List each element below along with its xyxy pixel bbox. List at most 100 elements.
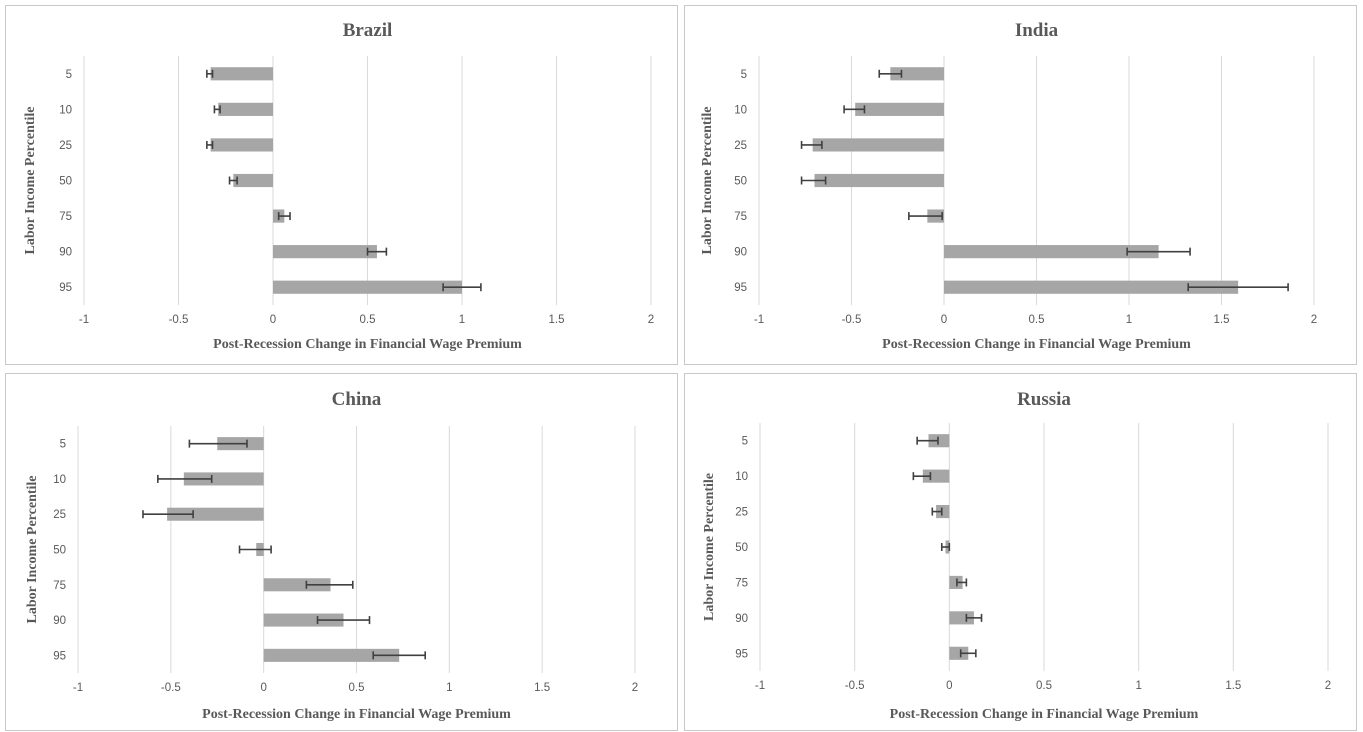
x-tick-label: 1 [1126,314,1132,326]
y-tick-label: 95 [734,282,747,294]
error-bar [442,283,482,292]
x-tick-label: -0.5 [169,314,189,326]
chart-panel-india: -1 -0.5 0 0.5 1 1.5 2 5 10 25 50 75 90 95 India Post-Re… [684,5,1357,365]
x-axis-label: Post-Recession Change in Financial Wage … [882,337,1191,352]
chart-panel-china: -1 -0.5 0 0.5 1 1.5 2 5 10 25 50 75 90 95 China Post-Re… [5,373,678,731]
y-tick-label: 50 [734,176,747,188]
bar [944,280,1239,294]
error-bar [238,545,272,554]
error-bar [1187,283,1289,292]
chart-title: India [1015,20,1059,41]
y-tick-label: 90 [59,247,72,259]
x-tick-label: -1 [73,682,83,694]
bar [210,67,273,81]
error-bar [878,69,903,78]
error-bar [931,507,943,516]
x-tick-label: 0 [270,314,276,326]
chart-svg: -1 -0.5 0 0.5 1 1.5 25102550759095ChinaPost-Re… [25,389,638,722]
y-axis-label: Labor Income Percentile [702,473,717,621]
bar [167,507,264,521]
x-tick-label: 1.5 [1214,314,1230,326]
chart-svg: -1 -0.5 0 0.5 1 1.5 25102550759095BrazilPost-R… [23,20,654,352]
bar [928,434,950,448]
bar [944,245,1159,259]
chart-svg: -1 -0.5 0 0.5 1 1.5 25102550759095RussiaPost-R… [702,389,1331,722]
x-tick-label: -1 [79,314,89,326]
error-bar [916,436,939,445]
x-tick-label: -0.5 [845,680,865,692]
error-bar [940,543,951,551]
x-tick-label: 0 [941,314,947,326]
bar [273,280,462,294]
y-tick-label: 90 [53,615,66,627]
x-tick-label: 1 [446,682,452,694]
bar [210,138,273,152]
y-tick-label: 10 [735,471,748,483]
x-tick-label: 0.5 [1029,314,1045,326]
y-tick-label: 75 [735,577,748,589]
error-bar [206,69,214,78]
y-tick-label: 50 [53,545,66,557]
x-tick-label: 1.5 [534,682,550,694]
chart-panel-brazil: -1 -0.5 0 0.5 1 1.5 2 5 10 25 50 75 90 95 Brazil Post-R… [5,5,678,365]
y-tick-label: 25 [53,509,66,521]
bar [812,138,944,152]
y-tick-label: 25 [59,140,72,152]
x-tick-label: -1 [755,680,765,692]
bar [273,245,377,259]
bar [183,472,264,486]
x-tick-label: 0 [260,682,266,694]
x-tick-label: 1 [1135,680,1141,692]
bar [949,611,974,625]
y-tick-label: 95 [59,282,72,294]
error-bar [800,140,823,149]
error-bar [912,472,932,481]
error-bar [142,510,194,519]
y-axis-label: Labor Income Percentile [700,106,715,254]
x-tick-label: -0.5 [161,682,181,694]
y-tick-label: 10 [59,104,72,116]
error-bar [843,105,866,114]
x-tick-label: -0.5 [842,314,862,326]
x-axis-label: Post-Recession Change in Financial Wage … [213,337,522,352]
x-tick-label: -1 [754,314,764,326]
bar [233,173,273,188]
error-bar [316,616,371,625]
y-tick-label: 90 [735,613,748,625]
y-tick-label: 75 [59,211,72,223]
x-axis-label: Post-Recession Change in Financial Wage … [202,707,511,722]
y-tick-label: 5 [742,436,748,448]
y-tick-label: 5 [741,69,747,81]
bar [855,102,944,116]
error-bar [157,474,213,483]
x-tick-label: 2 [1325,680,1331,692]
error-bar [305,580,354,589]
x-tick-label: 1.5 [1225,680,1241,692]
error-bar [908,212,943,221]
bar [949,575,963,589]
error-bar [277,212,291,221]
bar [949,646,969,660]
bar [263,613,344,627]
x-tick-label: 2 [648,314,654,326]
y-tick-label: 25 [734,140,747,152]
y-tick-label: 5 [60,439,66,451]
y-tick-label: 50 [59,176,72,188]
bar [922,469,950,483]
y-tick-label: 10 [53,474,66,486]
x-tick-label: 0.5 [1036,680,1052,692]
y-tick-label: 90 [734,247,747,259]
y-axis-label: Labor Income Percentile [23,106,38,254]
y-axis-label: Labor Income Percentile [25,475,40,623]
chart-title: Brazil [343,20,393,41]
x-tick-label: 1 [459,314,465,326]
y-tick-label: 95 [53,650,66,662]
chart-title: Russia [1017,389,1071,410]
y-tick-label: 95 [735,648,748,660]
x-tick-label: 0 [946,680,952,692]
error-bar [206,140,214,149]
x-tick-label: 1.5 [549,314,565,326]
error-bar [228,176,238,185]
bar [263,578,331,592]
bar [814,173,944,188]
